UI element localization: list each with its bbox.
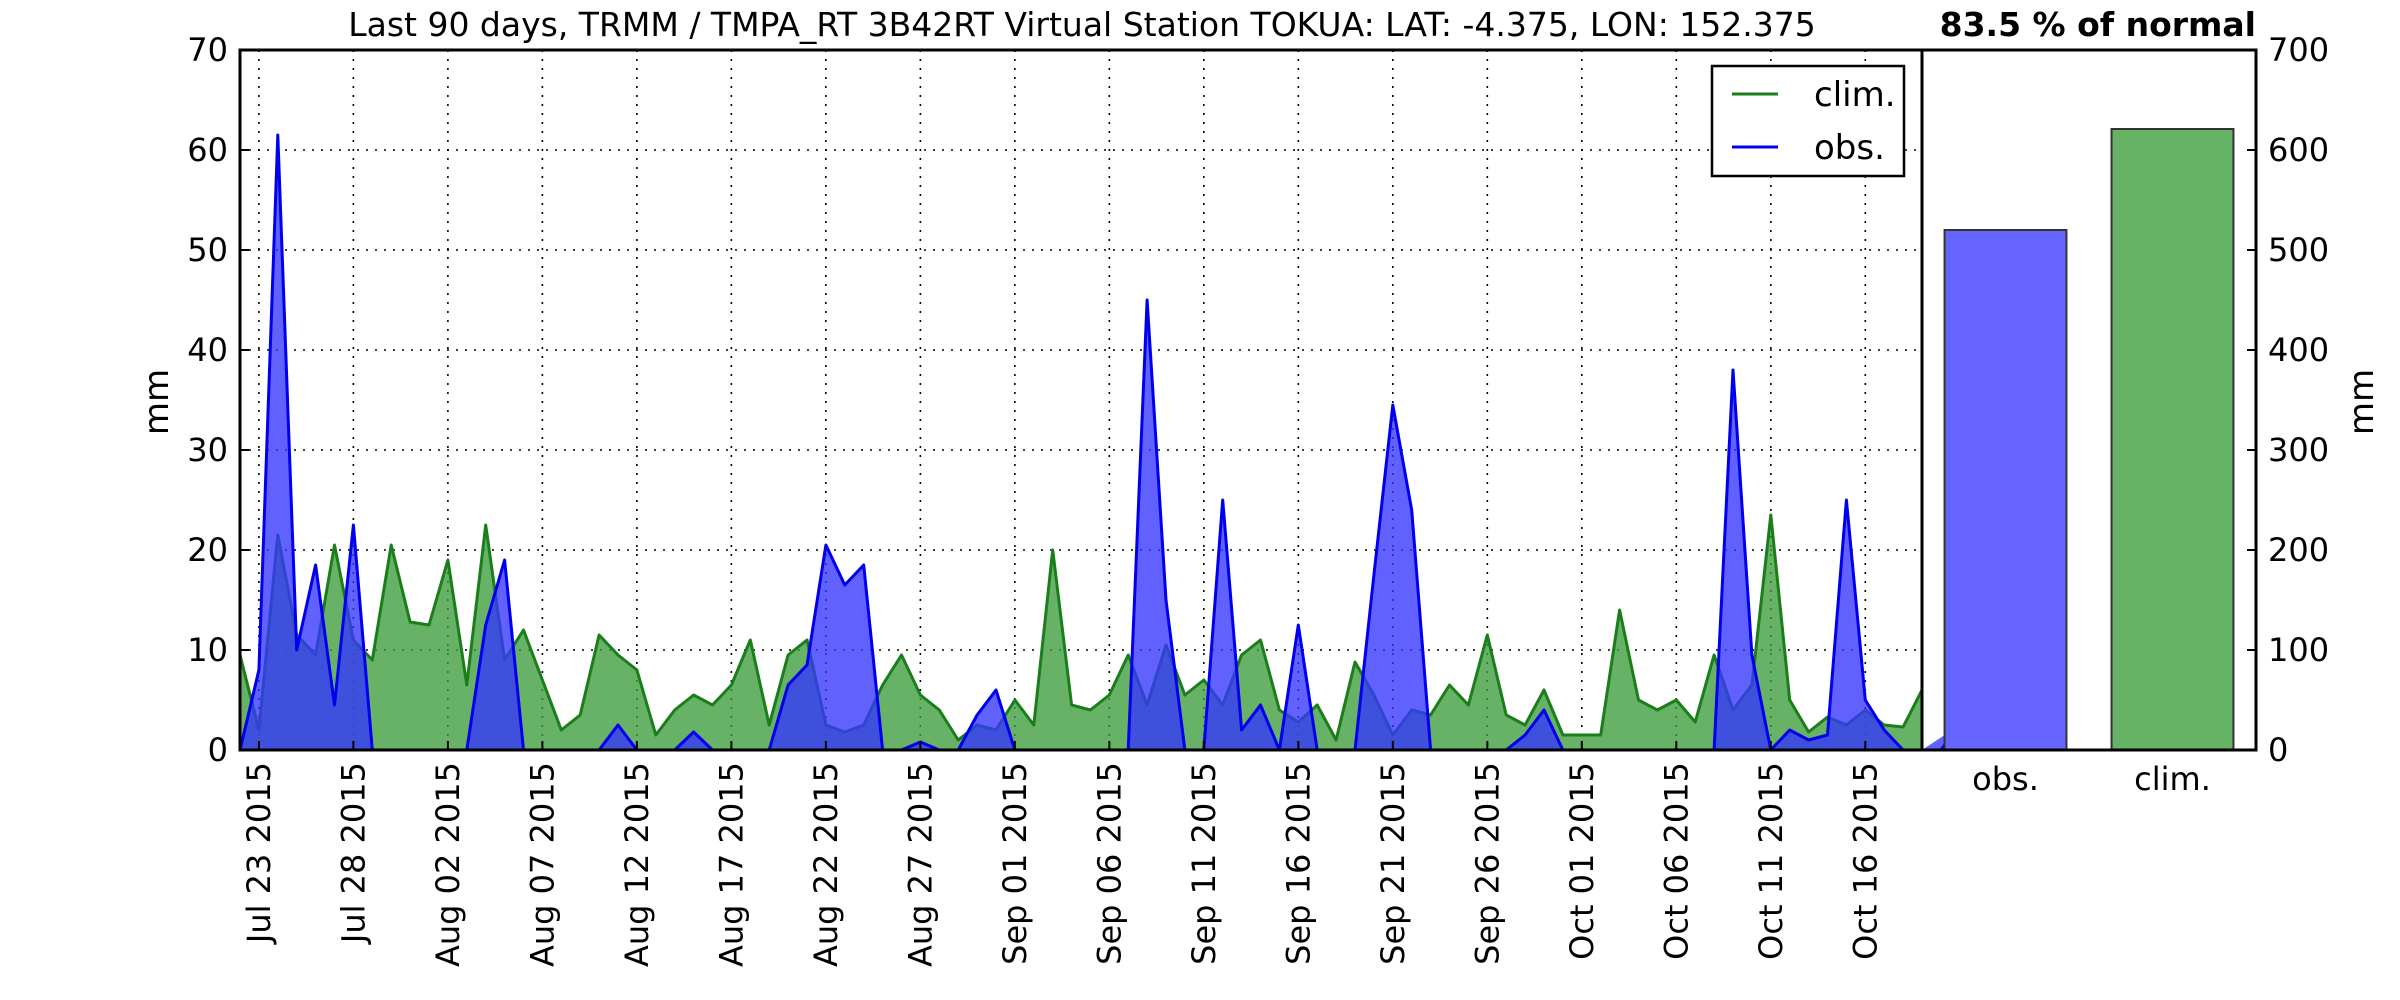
x-tick-label: Oct 11 2015 — [1752, 762, 1790, 960]
x-tick-label: Oct 01 2015 — [1563, 762, 1601, 960]
side-x-ticks: obs. clim. — [1972, 760, 2211, 798]
legend-label-clim: clim. — [1814, 75, 1896, 115]
obs-area-fill — [240, 135, 1960, 750]
clim-total-bar — [2110, 128, 2235, 751]
y-tick-label: 30 — [187, 431, 228, 469]
main-chart-title: Last 90 days, TRMM / TMPA_RT 3B42RT Virt… — [348, 5, 1816, 44]
x-tick-label: Aug 17 2015 — [712, 762, 750, 967]
total-rainfall-plot: 0 100 200 300 400 500 600 700 obs. clim. 83.5 % … — [1920, 5, 2382, 798]
obs-total-bar — [1943, 229, 2068, 751]
side-y-axis-label: mm — [2342, 369, 2382, 435]
x-tick-label: Sep 06 2015 — [1090, 762, 1128, 965]
side-y-tick-label: 500 — [2268, 231, 2329, 269]
y-tick-label: 0 — [208, 731, 228, 769]
y-tick-label: 40 — [187, 331, 228, 369]
side-y-tick-label: 600 — [2268, 131, 2329, 169]
x-tick-label: Oct 06 2015 — [1657, 762, 1695, 960]
y-tick-label: 10 — [187, 631, 228, 669]
side-y-tick-label: 400 — [2268, 331, 2329, 369]
side-y-tick-label: 700 — [2268, 31, 2329, 69]
x-tick-label: Aug 22 2015 — [807, 762, 845, 967]
main-area-series — [238, 133, 1961, 752]
legend-label-obs: obs. — [1814, 128, 1885, 168]
x-tick-label: Jul 28 2015 — [334, 762, 372, 945]
side-y-tick-label: 100 — [2268, 631, 2329, 669]
chart-legend: clim. obs. — [1710, 64, 1906, 178]
clim-bar-label: clim. — [2134, 760, 2211, 798]
side-y-tick-label: 300 — [2268, 431, 2329, 469]
x-tick-label: Jul 23 2015 — [240, 762, 278, 945]
side-y-tick-label: 0 — [2268, 731, 2288, 769]
y-tick-label: 20 — [187, 531, 228, 569]
daily-rainfall-plot: 0 10 20 30 40 50 60 70 Jul 23 2015 Jul 28 2015 Au… — [137, 5, 1961, 967]
legend-box — [1710, 64, 1906, 178]
y-tick-label: 60 — [187, 131, 228, 169]
main-y-axis-label: mm — [137, 369, 177, 435]
x-tick-label: Aug 07 2015 — [523, 762, 561, 967]
y-tick-label: 70 — [187, 31, 228, 69]
side-y-ticks: 0 100 200 300 400 500 600 700 — [2247, 31, 2329, 769]
x-tick-label: Aug 27 2015 — [901, 762, 939, 967]
main-y-ticks: 0 10 20 30 40 50 60 70 — [187, 31, 249, 769]
x-tick-label: Sep 21 2015 — [1374, 762, 1412, 965]
obs-bar-label: obs. — [1972, 760, 2039, 798]
x-tick-label: Sep 26 2015 — [1468, 762, 1506, 965]
x-tick-label: Oct 16 2015 — [1846, 762, 1884, 960]
x-tick-label: Aug 12 2015 — [618, 762, 656, 967]
clim-series-line — [238, 513, 1924, 742]
main-x-ticks: Jul 23 2015 Jul 28 2015 Aug 02 2015 Aug 07 … — [240, 741, 1884, 967]
side-plot-frame — [1920, 48, 2258, 752]
side-y-tick-label: 200 — [2268, 531, 2329, 569]
x-tick-label: Sep 11 2015 — [1185, 762, 1223, 965]
percent-of-normal-title: 83.5 % of normal — [1940, 5, 2256, 44]
x-tick-label: Aug 02 2015 — [429, 762, 467, 967]
y-tick-label: 50 — [187, 231, 228, 269]
x-tick-label: Sep 01 2015 — [996, 762, 1034, 965]
total-bars — [1943, 128, 2235, 751]
x-tick-label: Sep 16 2015 — [1279, 762, 1317, 965]
